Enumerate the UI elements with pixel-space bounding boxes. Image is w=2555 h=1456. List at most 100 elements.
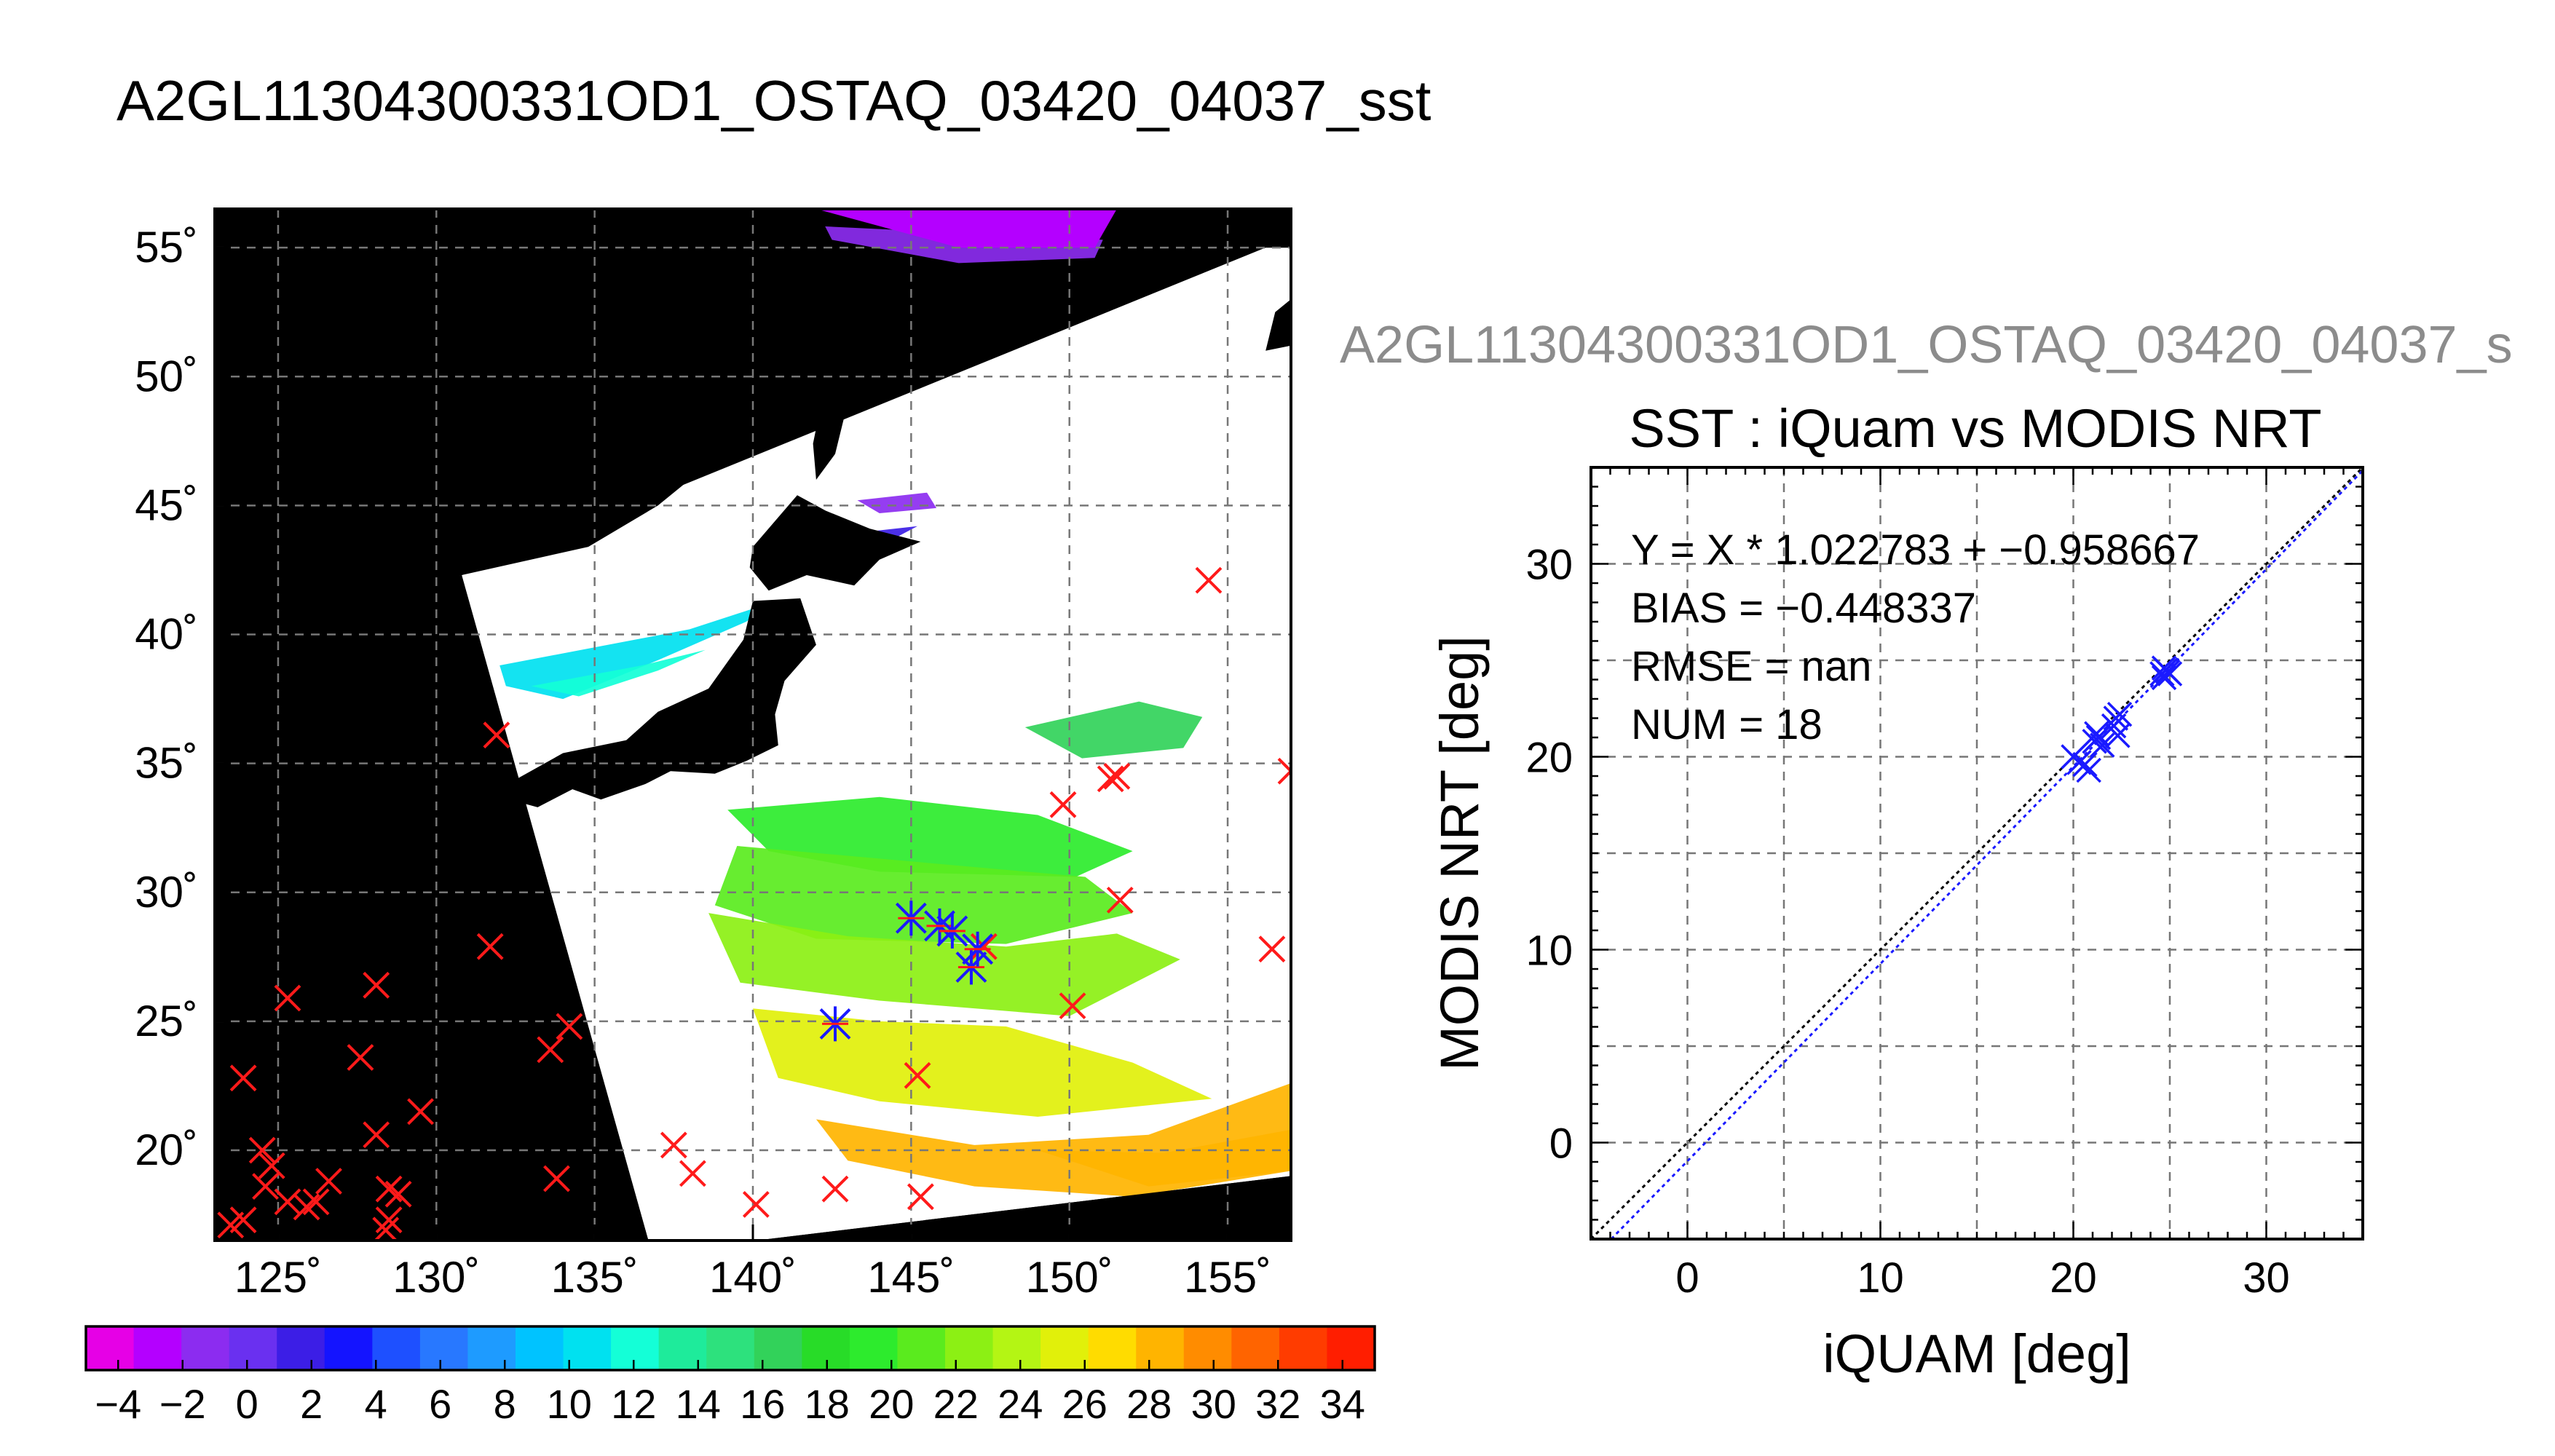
scatter-points [2061, 655, 2183, 783]
scatter-point [2090, 732, 2115, 758]
red-marker [372, 1216, 400, 1241]
map-y-tick-label: 25˚ [135, 997, 198, 1045]
colorbar-swatch [1040, 1326, 1089, 1370]
red-marker [1103, 762, 1131, 790]
colorbar-swatch [611, 1326, 660, 1370]
red-marker [347, 1044, 374, 1071]
map-y-tick-label: 55˚ [135, 223, 198, 272]
land-mass [1265, 299, 1291, 351]
colorbar-swatch [229, 1326, 277, 1370]
sst-map-grid [215, 209, 1291, 1241]
map-x-tick-label: 155˚ [1184, 1253, 1271, 1302]
sst-map-panel: 125˚ 130˚ 135˚ 140˚ 145˚ 150˚ 155˚ 20˚ 25˚ 30˚ 35… [135, 207, 1292, 1302]
scatter-x-tick-label: 0 [1675, 1254, 1699, 1302]
red-marker [248, 1136, 276, 1164]
red-marker [537, 1036, 564, 1064]
scatter-point [2151, 665, 2177, 691]
colorbar-swatch [1327, 1326, 1375, 1370]
red-marker [258, 1152, 285, 1179]
red-marker [229, 1206, 257, 1234]
scatter-point [2106, 701, 2133, 727]
colorbar-tick-label: 18 [805, 1381, 850, 1427]
map-y-tick-label: 35˚ [135, 739, 198, 788]
sst-patch [816, 209, 1117, 248]
colorbar-tick-label: 4 [365, 1381, 387, 1427]
map-x-tick-label: 135˚ [551, 1253, 639, 1302]
colorbar-frame [84, 1325, 1376, 1372]
scatter-annotation: RMSE = nan [1631, 643, 1871, 690]
map-y-tick-label: 40˚ [135, 610, 198, 659]
colorbar-swatch [86, 1326, 135, 1370]
sst-colorbar: −4 −2 0 2 4 6 8 10 12 14 16 18 20 22 24 26 28 30 32 34 [84, 1325, 1376, 1427]
red-marker [476, 933, 504, 960]
red-marker [904, 1061, 931, 1089]
colorbar-swatch [1088, 1326, 1137, 1370]
colorbar-tick-label: −4 [95, 1381, 141, 1427]
scatter-x-tick-label: 10 [1857, 1254, 1904, 1302]
colorbar-tick-label: 20 [869, 1381, 914, 1427]
red-marker [907, 1183, 934, 1211]
map-y-tick-label: 30˚ [135, 868, 198, 917]
map-x-tick-label: 150˚ [1026, 1253, 1113, 1302]
colorbar-tick-label: 8 [494, 1381, 516, 1427]
blue-marker [819, 1006, 851, 1042]
colorbar-swatch [467, 1326, 516, 1370]
land-mass [749, 495, 921, 591]
colorbar-swatch [658, 1326, 707, 1370]
colorbar-tick-label: 28 [1126, 1381, 1172, 1427]
red-marker [543, 1165, 570, 1192]
map-y-tick-label: 20˚ [135, 1125, 198, 1174]
red-marker [1097, 765, 1124, 793]
scatter-point [2066, 750, 2092, 775]
outside-swath-bottom [756, 1176, 1291, 1241]
colorbar-swatch [563, 1326, 612, 1370]
scatter-y-tick-label: 30 [1525, 542, 1573, 589]
colorbar-tick-label: 14 [676, 1381, 721, 1427]
colorbar-swatch [372, 1326, 421, 1370]
red-marker [556, 1013, 583, 1040]
scatter-y-label: MODIS NRT [deg] [1429, 636, 1490, 1071]
colorbar-tick-label: −2 [159, 1381, 206, 1427]
scatter-point [2076, 757, 2101, 783]
scatter-fit-lines [1590, 466, 2364, 1241]
land-mass [803, 268, 874, 480]
colorbar-swatch [277, 1326, 325, 1370]
map-x-tick-label: 130˚ [392, 1253, 480, 1302]
colorbar-tick-label: 34 [1320, 1381, 1365, 1427]
colorbar-tick-label: 22 [933, 1381, 979, 1427]
colorbar-swatch [1279, 1326, 1328, 1370]
sst-patch [531, 649, 706, 697]
red-marker [315, 1168, 342, 1195]
scatter-annotation: NUM = 18 [1631, 701, 1823, 748]
colorbar-swatch [133, 1326, 182, 1370]
red-marker [1106, 886, 1134, 914]
scatter-y-tick-label: 10 [1525, 927, 1573, 975]
scatter-point [2105, 723, 2131, 748]
colorbar-swatch [1183, 1326, 1232, 1370]
red-marker [742, 1190, 770, 1218]
colorbar-tick-label: 12 [611, 1381, 656, 1427]
colorbar-swatch [897, 1326, 946, 1370]
colorbar-tick-label: 30 [1191, 1381, 1236, 1427]
sst-map-content [215, 209, 1291, 1241]
land-mass [446, 598, 816, 854]
sst-patch [857, 492, 937, 513]
colorbar-tick-label: 2 [300, 1381, 323, 1427]
red-marker [229, 1064, 257, 1092]
colorbar-swatch [849, 1326, 899, 1370]
sst-patch [708, 913, 1180, 1016]
scatter-annotation: Y = X * 1.022783 + −0.958667 [1631, 526, 2200, 574]
red-marker [970, 933, 998, 960]
sst-patch [499, 604, 769, 700]
red-marker [363, 1121, 390, 1149]
fit-line [1610, 470, 2364, 1241]
colorbar-tick-label: 32 [1255, 1381, 1300, 1427]
colorbar-swatch [802, 1326, 850, 1370]
colorbar-swatch [419, 1326, 469, 1370]
colorbar-tick-label: 24 [998, 1381, 1043, 1427]
scatter-point [2101, 713, 2127, 739]
colorbar-tick-label: 16 [740, 1381, 785, 1427]
scatter-x-tick-label: 30 [2243, 1254, 2290, 1302]
red-marker [375, 1206, 403, 1234]
